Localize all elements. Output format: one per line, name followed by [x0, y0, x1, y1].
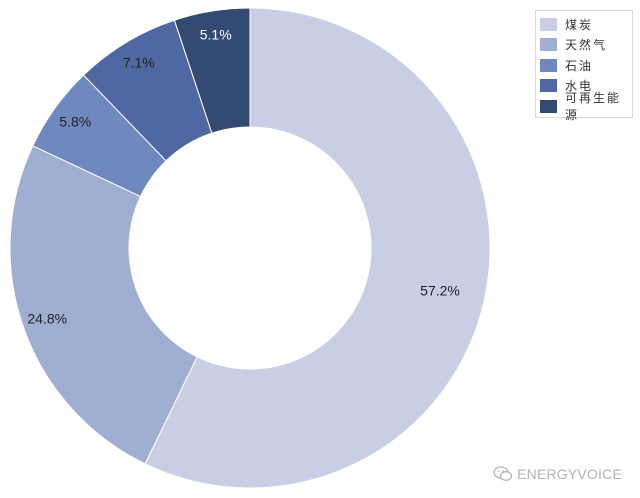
legend-label: 煤炭 — [565, 17, 594, 32]
watermark: ENERGYVOICE — [493, 466, 622, 482]
chart-slices — [9, 7, 491, 489]
data-label-3: 5.8% — [59, 113, 91, 129]
legend-item-1: 煤炭 — [540, 14, 632, 35]
legend-item-2: 天然气 — [540, 35, 632, 56]
chart-data-labels: 57.2% 24.8% 5.8% 7.1% 5.1% — [27, 26, 459, 326]
legend-item-5: 可再生能源 — [540, 91, 632, 122]
legend-label: 可再生能源 — [565, 91, 622, 123]
legend-swatch — [540, 79, 557, 93]
data-label-4: 7.1% — [123, 55, 155, 71]
legend-swatch — [540, 99, 557, 113]
legend-label: 天然气 — [565, 38, 608, 53]
legend-label: 石油 — [565, 58, 594, 73]
slice-2 — [9, 145, 198, 465]
chart-legend: 煤炭天然气石油水电 可再生能源 — [535, 10, 633, 122]
legend-label: 水电 — [565, 79, 594, 94]
legend-item-4: 水电 — [540, 76, 632, 97]
data-label-5: 5.1% — [200, 26, 232, 42]
slice-1 — [144, 7, 491, 489]
data-label-2: 24.8% — [27, 310, 67, 326]
legend-swatch — [540, 58, 557, 72]
slice-5 — [173, 7, 251, 134]
wechat-icon — [493, 466, 513, 481]
legend-item-3: 石油 — [540, 55, 632, 76]
legend-swatch — [540, 17, 557, 31]
legend-swatch — [540, 38, 557, 52]
data-label-1: 57.2% — [420, 282, 460, 298]
watermark-text: ENERGYVOICE — [517, 466, 622, 482]
